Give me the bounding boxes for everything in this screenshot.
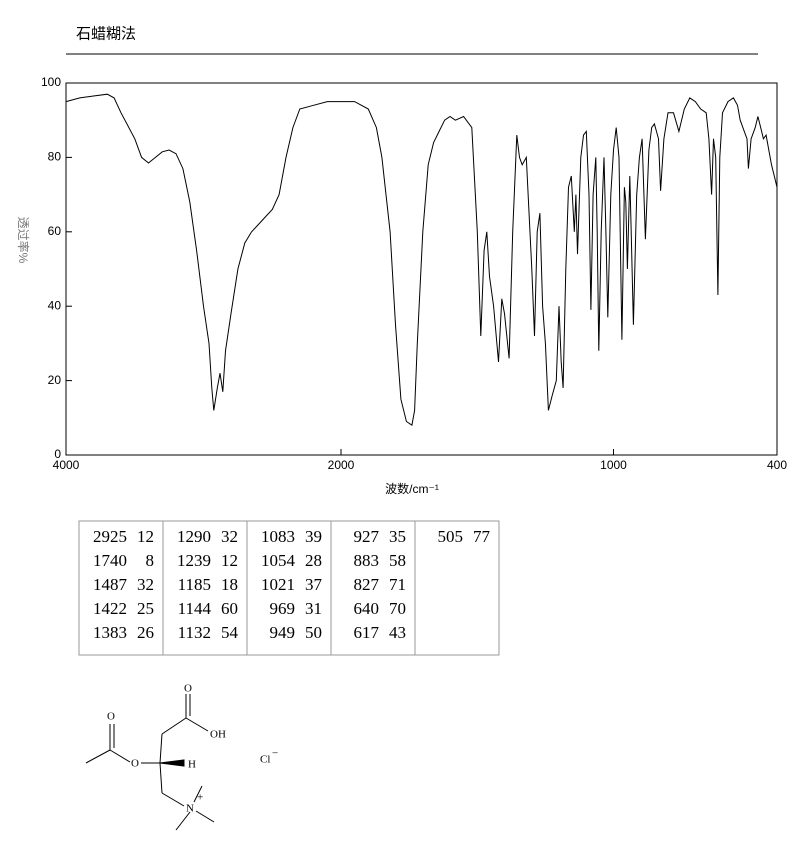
peak-wavenumber: 1185: [178, 575, 211, 594]
peak-wavenumber: 1422: [93, 599, 127, 618]
bond: [159, 733, 163, 764]
atom-label: N: [186, 803, 194, 815]
peak-transmittance: 77: [473, 527, 491, 546]
peak-wavenumber: 1021: [261, 575, 295, 594]
x-tick-label: 2000: [328, 458, 355, 472]
bond: [193, 785, 203, 803]
bond: [161, 792, 185, 807]
peak-wavenumber: 1132: [178, 623, 211, 642]
peak-transmittance: 32: [221, 527, 238, 546]
structure: [85, 694, 215, 831]
peak-wavenumber: 1740: [93, 551, 127, 570]
atom-label: O: [131, 758, 139, 770]
peak-transmittance: 39: [305, 527, 322, 546]
charge: −: [272, 748, 278, 760]
peak-transmittance: 32: [137, 575, 154, 594]
bond: [85, 749, 111, 764]
peak-wavenumber: 969: [270, 599, 296, 618]
peak-wavenumber: 1290: [177, 527, 211, 546]
peak-transmittance: 18: [221, 575, 238, 594]
peak-transmittance: 26: [137, 623, 154, 642]
peak-wavenumber: 1054: [261, 551, 296, 570]
y-tick-label: 60: [48, 224, 62, 238]
peak-wavenumber: 1487: [93, 575, 128, 594]
peak-transmittance: 54: [221, 623, 239, 642]
x-tick-label: 400: [767, 458, 787, 472]
atom-label: OH: [210, 729, 226, 741]
x-axis-label: 波数/cm⁻¹: [385, 481, 439, 496]
table-frame: [78, 520, 500, 656]
peak-transmittance: 12: [137, 527, 154, 546]
peak-transmittance: 37: [305, 575, 323, 594]
peak-wavenumber: 949: [270, 623, 296, 642]
bond: [159, 762, 163, 794]
bond: [109, 749, 131, 763]
bond: [185, 717, 209, 732]
peak-transmittance: 60: [221, 599, 238, 618]
ion-label: Cl: [260, 754, 270, 766]
y-tick-label: 40: [48, 298, 62, 312]
peak-wavenumber: 1383: [93, 623, 127, 642]
y-axis-label: 透过率%: [16, 217, 31, 264]
atom-label: H: [188, 759, 196, 771]
chart-title: 石蜡糊法: [76, 25, 136, 42]
peak-transmittance: 43: [389, 623, 406, 642]
peak-transmittance: 35: [389, 527, 406, 546]
peak-transmittance: 58: [389, 551, 406, 570]
peak-transmittance: 8: [146, 551, 155, 570]
x-tick-label: 1000: [600, 458, 627, 472]
peak-wavenumber: 505: [438, 527, 464, 546]
spectrum-line: [65, 93, 778, 427]
peak-transmittance: 25: [137, 599, 154, 618]
peak-wavenumber: 827: [354, 575, 380, 594]
peak-wavenumber: 883: [354, 551, 380, 570]
atom-label: O: [107, 711, 115, 723]
peak-transmittance: 71: [389, 575, 406, 594]
peak-transmittance: 31: [305, 599, 322, 618]
bond: [175, 811, 191, 831]
peak-transmittance: 50: [305, 623, 322, 642]
y-tick-label: 20: [48, 373, 62, 387]
charge: +: [197, 792, 203, 804]
peak-wavenumber: 2925: [93, 527, 127, 546]
peak-wavenumber: 1083: [261, 527, 295, 546]
peak-wavenumber: 1144: [178, 599, 212, 618]
wedge: [159, 759, 185, 767]
peak-wavenumber: 1239: [177, 551, 211, 570]
y-tick-label: 100: [41, 75, 61, 89]
y-tick-label: 80: [48, 150, 62, 164]
peak-wavenumber: 927: [354, 527, 380, 546]
plot-frame: [65, 82, 778, 456]
peak-transmittance: 70: [389, 599, 406, 618]
bond: [161, 717, 187, 735]
peak-wavenumber: 617: [354, 623, 380, 642]
peak-wavenumber: 640: [354, 599, 380, 618]
y-tick-label: 0: [54, 447, 61, 461]
peak-transmittance: 12: [221, 551, 238, 570]
peak-transmittance: 28: [305, 551, 322, 570]
x-tick-label: 4000: [53, 458, 80, 472]
bond: [195, 810, 215, 823]
atom-label: O: [184, 683, 192, 695]
